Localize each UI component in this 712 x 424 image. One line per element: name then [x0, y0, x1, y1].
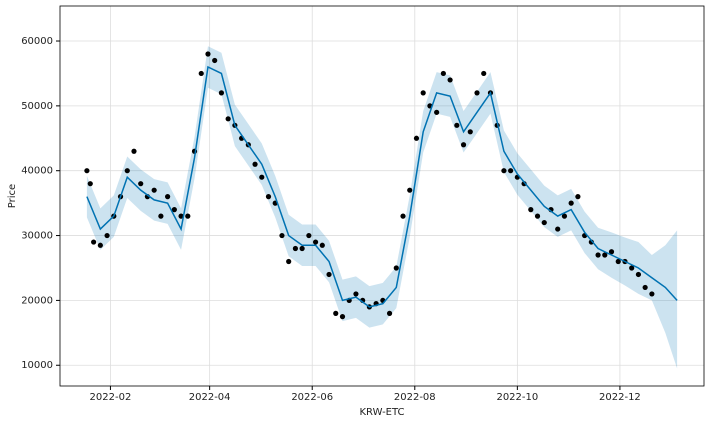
observed-point [84, 168, 90, 174]
y-axis-label: Price [7, 184, 18, 208]
observed-point [138, 181, 144, 187]
observed-point [615, 258, 621, 265]
observed-point [91, 239, 97, 245]
observed-point [629, 265, 635, 271]
observed-point [306, 232, 312, 239]
y-tick-label: 50000 [21, 101, 53, 112]
observed-point [165, 194, 171, 200]
observed-point [474, 90, 480, 96]
observed-point [568, 200, 574, 206]
observed-point [386, 310, 393, 316]
observed-point [434, 109, 440, 115]
observed-point [353, 291, 359, 297]
observed-point [588, 239, 594, 245]
y-tick-label: 40000 [21, 166, 53, 177]
y-tick-label: 20000 [21, 295, 53, 306]
observed-point [460, 142, 467, 148]
observed-point [447, 77, 453, 83]
observed-point [326, 271, 332, 278]
y-tick-label: 10000 [21, 360, 53, 371]
observed-point [602, 252, 608, 258]
observed-point [97, 242, 103, 248]
observed-point [198, 70, 204, 77]
observed-point [292, 245, 299, 252]
observed-point [286, 258, 292, 265]
observed-point [407, 187, 413, 193]
observed-point [225, 116, 231, 122]
observed-point [212, 57, 218, 64]
observed-point [575, 194, 581, 200]
observed-point [171, 207, 177, 213]
observed-point [420, 90, 426, 96]
observed-point [508, 168, 514, 174]
observed-point [440, 70, 446, 77]
observed-point [87, 181, 93, 187]
observed-point [299, 245, 305, 252]
x-tick-label: 2022-04 [189, 392, 231, 403]
observed-point [561, 213, 568, 219]
observed-point [124, 168, 130, 174]
observed-point [185, 213, 191, 219]
observed-point [400, 213, 406, 219]
observed-point [635, 271, 642, 278]
observed-point [312, 239, 319, 245]
observed-point [339, 314, 346, 320]
observed-point [259, 174, 265, 180]
observed-point [158, 213, 164, 219]
observed-point [104, 232, 110, 239]
observed-point [131, 148, 137, 154]
observed-point [265, 194, 272, 200]
observed-point [151, 187, 157, 193]
x-tick-label: 2022-10 [496, 392, 538, 403]
observed-point [178, 213, 184, 219]
observed-point [279, 232, 285, 239]
observed-point [555, 226, 561, 232]
observed-point [595, 252, 601, 258]
x-tick-label: 2022-08 [394, 392, 436, 403]
observed-point [521, 181, 527, 187]
x-tick-label: 2022-12 [599, 392, 641, 403]
x-tick-label: 2022-02 [90, 392, 132, 403]
observed-point [333, 310, 339, 316]
observed-point [649, 291, 655, 297]
observed-point [319, 242, 325, 248]
observed-point [467, 129, 473, 135]
observed-point [205, 51, 211, 57]
observed-point [608, 249, 615, 255]
observed-point [501, 168, 507, 174]
observed-point [534, 213, 541, 219]
observed-point [252, 161, 258, 167]
y-tick-label: 30000 [21, 231, 53, 242]
observed-point [218, 90, 225, 96]
observed-point [413, 135, 420, 141]
observed-point [454, 122, 460, 128]
observed-point [481, 70, 487, 77]
observed-point [393, 265, 399, 271]
y-tick-label: 60000 [21, 36, 53, 47]
observed-point [642, 284, 648, 291]
observed-point [528, 207, 534, 213]
observed-point [541, 219, 547, 226]
forecast-line [86, 65, 678, 308]
x-axis-label: KRW-ETC [359, 407, 404, 418]
x-tick-label: 2022-06 [291, 392, 333, 403]
plot-frame [59, 5, 705, 387]
